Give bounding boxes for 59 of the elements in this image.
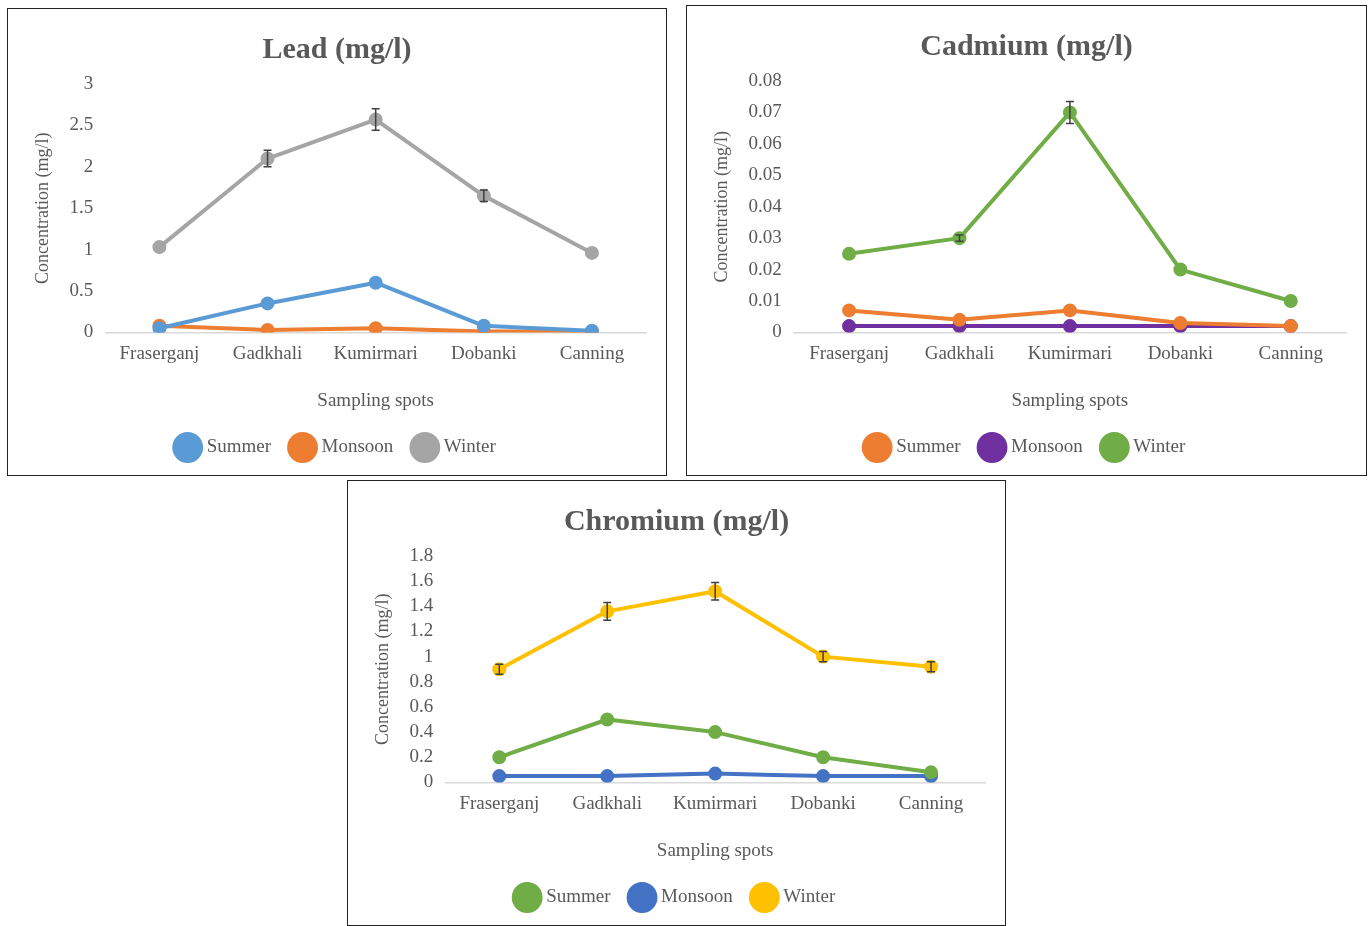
y-tick-label: 1.4 <box>409 594 434 616</box>
x-tick-label: Kumirmari <box>672 791 758 813</box>
y-tick-label: 0 <box>83 320 94 342</box>
x-tick-label: Canning <box>898 791 964 813</box>
x-tick-label: Kumirmari <box>333 341 418 363</box>
x-axis-title: Sampling spots <box>1011 388 1129 410</box>
legend-label: Summer <box>896 435 962 457</box>
y-tick-label: 0.08 <box>748 68 782 90</box>
y-tick-label: 0.07 <box>748 100 782 122</box>
legend-label: Winter <box>783 885 836 907</box>
y-tick-label: 0.4 <box>409 720 434 742</box>
chart-title: Chromium (mg/l) <box>563 502 790 537</box>
x-tick-label: Fraserganj <box>459 791 540 813</box>
x-tick-label: Canning <box>559 341 625 363</box>
x-tick-label: Gadkhali <box>572 791 643 813</box>
y-tick-label: 2.5 <box>69 113 94 135</box>
y-tick-label: 0.04 <box>748 194 783 216</box>
y-tick-label: 1 <box>83 237 94 259</box>
legend-label: Summer <box>206 435 272 457</box>
x-tick-label: Fraserganj <box>119 341 200 363</box>
x-tick-label: Fraserganj <box>809 341 889 363</box>
legend-label: Summer <box>546 885 612 907</box>
y-tick-label: 0.6 <box>409 694 434 716</box>
y-tick-label: 1.2 <box>409 619 434 641</box>
legend-label: Winter <box>443 435 497 457</box>
y-tick-label: 0 <box>772 320 782 342</box>
y-tick-label: 0.06 <box>748 131 782 153</box>
x-tick-label: Canning <box>1258 341 1324 363</box>
y-axis-title: Concentration (mg/l) <box>371 593 393 745</box>
legend-label: Monsoon <box>1011 435 1084 457</box>
x-axis-title: Sampling spots <box>656 838 774 860</box>
x-tick-label: Dobanki <box>451 341 517 363</box>
y-tick-label: 1 <box>423 644 434 666</box>
y-tick-label: 1.5 <box>69 196 94 218</box>
x-tick-label: Dobanki <box>790 791 856 813</box>
x-tick-label: Kumirmari <box>1027 341 1113 363</box>
x-axis-title: Sampling spots <box>317 388 434 410</box>
y-tick-label: 0.2 <box>409 745 434 767</box>
legend-label: Monsoon <box>321 435 394 457</box>
legend-label: Winter <box>1133 435 1186 457</box>
y-axis-title: Concentration (mg/l) <box>710 130 732 283</box>
y-tick-label: 0.01 <box>748 288 782 310</box>
y-tick-label: 1.8 <box>409 543 434 565</box>
y-tick-label: 0.02 <box>748 257 782 279</box>
y-tick-label: 3 <box>83 71 94 93</box>
x-tick-label: Gadkhali <box>924 341 995 363</box>
chart-title: Cadmium (mg/l) <box>920 27 1133 62</box>
y-tick-label: 1.6 <box>409 569 434 591</box>
y-tick-label: 0.03 <box>748 226 782 248</box>
y-tick-label: 2 <box>83 154 94 176</box>
y-axis-title: Concentration (mg/l) <box>31 132 53 284</box>
x-tick-label: Gadkhali <box>232 341 303 363</box>
y-tick-label: 0.05 <box>748 163 782 185</box>
y-tick-label: 0.8 <box>409 669 434 691</box>
y-tick-label: 0 <box>423 770 434 792</box>
x-tick-label: Dobanki <box>1147 341 1214 363</box>
chart-title: Lead (mg/l) <box>262 30 412 65</box>
legend-label: Monsoon <box>661 885 734 907</box>
y-tick-label: 0.5 <box>69 278 94 300</box>
